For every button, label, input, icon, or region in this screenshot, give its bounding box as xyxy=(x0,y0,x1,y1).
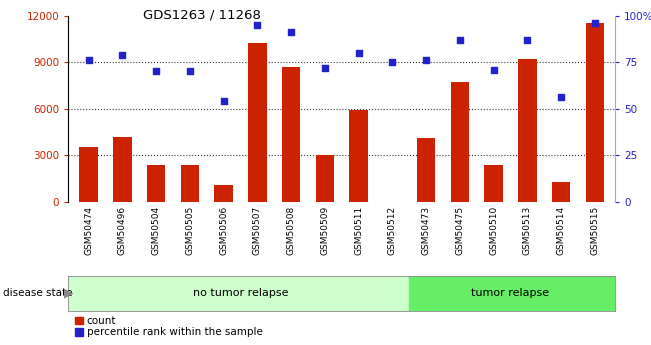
Bar xyxy=(79,148,98,202)
Bar xyxy=(248,43,267,202)
Point xyxy=(219,98,229,104)
Text: GSM50509: GSM50509 xyxy=(320,206,329,255)
Bar xyxy=(417,138,436,202)
Bar xyxy=(180,165,199,202)
Text: GSM50504: GSM50504 xyxy=(152,206,161,255)
Bar xyxy=(484,165,503,202)
Point xyxy=(83,58,94,63)
Text: GSM50511: GSM50511 xyxy=(354,206,363,255)
Bar xyxy=(552,181,570,202)
Bar xyxy=(450,82,469,202)
Bar xyxy=(316,155,334,202)
Text: GSM50507: GSM50507 xyxy=(253,206,262,255)
Point xyxy=(151,69,161,74)
Text: GSM50496: GSM50496 xyxy=(118,206,127,255)
Bar xyxy=(518,59,536,202)
Point xyxy=(252,22,262,28)
Bar xyxy=(113,137,132,202)
Text: GSM50473: GSM50473 xyxy=(422,206,431,255)
Text: ▶: ▶ xyxy=(64,287,74,300)
Point xyxy=(556,95,566,100)
Text: GSM50475: GSM50475 xyxy=(456,206,464,255)
Bar xyxy=(282,67,300,202)
Point xyxy=(117,52,128,57)
Text: tumor relapse: tumor relapse xyxy=(471,288,549,298)
Text: percentile rank within the sample: percentile rank within the sample xyxy=(87,327,262,337)
Point xyxy=(522,37,533,42)
Bar xyxy=(586,23,604,202)
Text: GDS1263 / 11268: GDS1263 / 11268 xyxy=(143,9,261,22)
Text: GSM50512: GSM50512 xyxy=(388,206,397,255)
Point xyxy=(387,59,398,65)
Point xyxy=(185,69,195,74)
Text: GSM50506: GSM50506 xyxy=(219,206,228,255)
Text: no tumor relapse: no tumor relapse xyxy=(193,288,288,298)
Text: count: count xyxy=(87,316,116,325)
Text: GSM50513: GSM50513 xyxy=(523,206,532,255)
Bar xyxy=(409,276,615,310)
Point xyxy=(421,58,432,63)
Text: GSM50510: GSM50510 xyxy=(489,206,498,255)
Bar xyxy=(68,276,409,310)
Point xyxy=(488,67,499,72)
Bar xyxy=(350,110,368,202)
Point xyxy=(320,65,330,70)
Point xyxy=(286,30,296,35)
Text: GSM50505: GSM50505 xyxy=(186,206,195,255)
Text: GSM50508: GSM50508 xyxy=(286,206,296,255)
Text: GSM50474: GSM50474 xyxy=(84,206,93,255)
Text: GSM50514: GSM50514 xyxy=(557,206,566,255)
Text: disease state: disease state xyxy=(3,288,73,298)
Text: GSM50515: GSM50515 xyxy=(590,206,600,255)
Bar xyxy=(147,165,165,202)
Point xyxy=(353,50,364,56)
Bar xyxy=(214,185,233,202)
Point xyxy=(454,37,465,42)
Point xyxy=(590,20,600,26)
